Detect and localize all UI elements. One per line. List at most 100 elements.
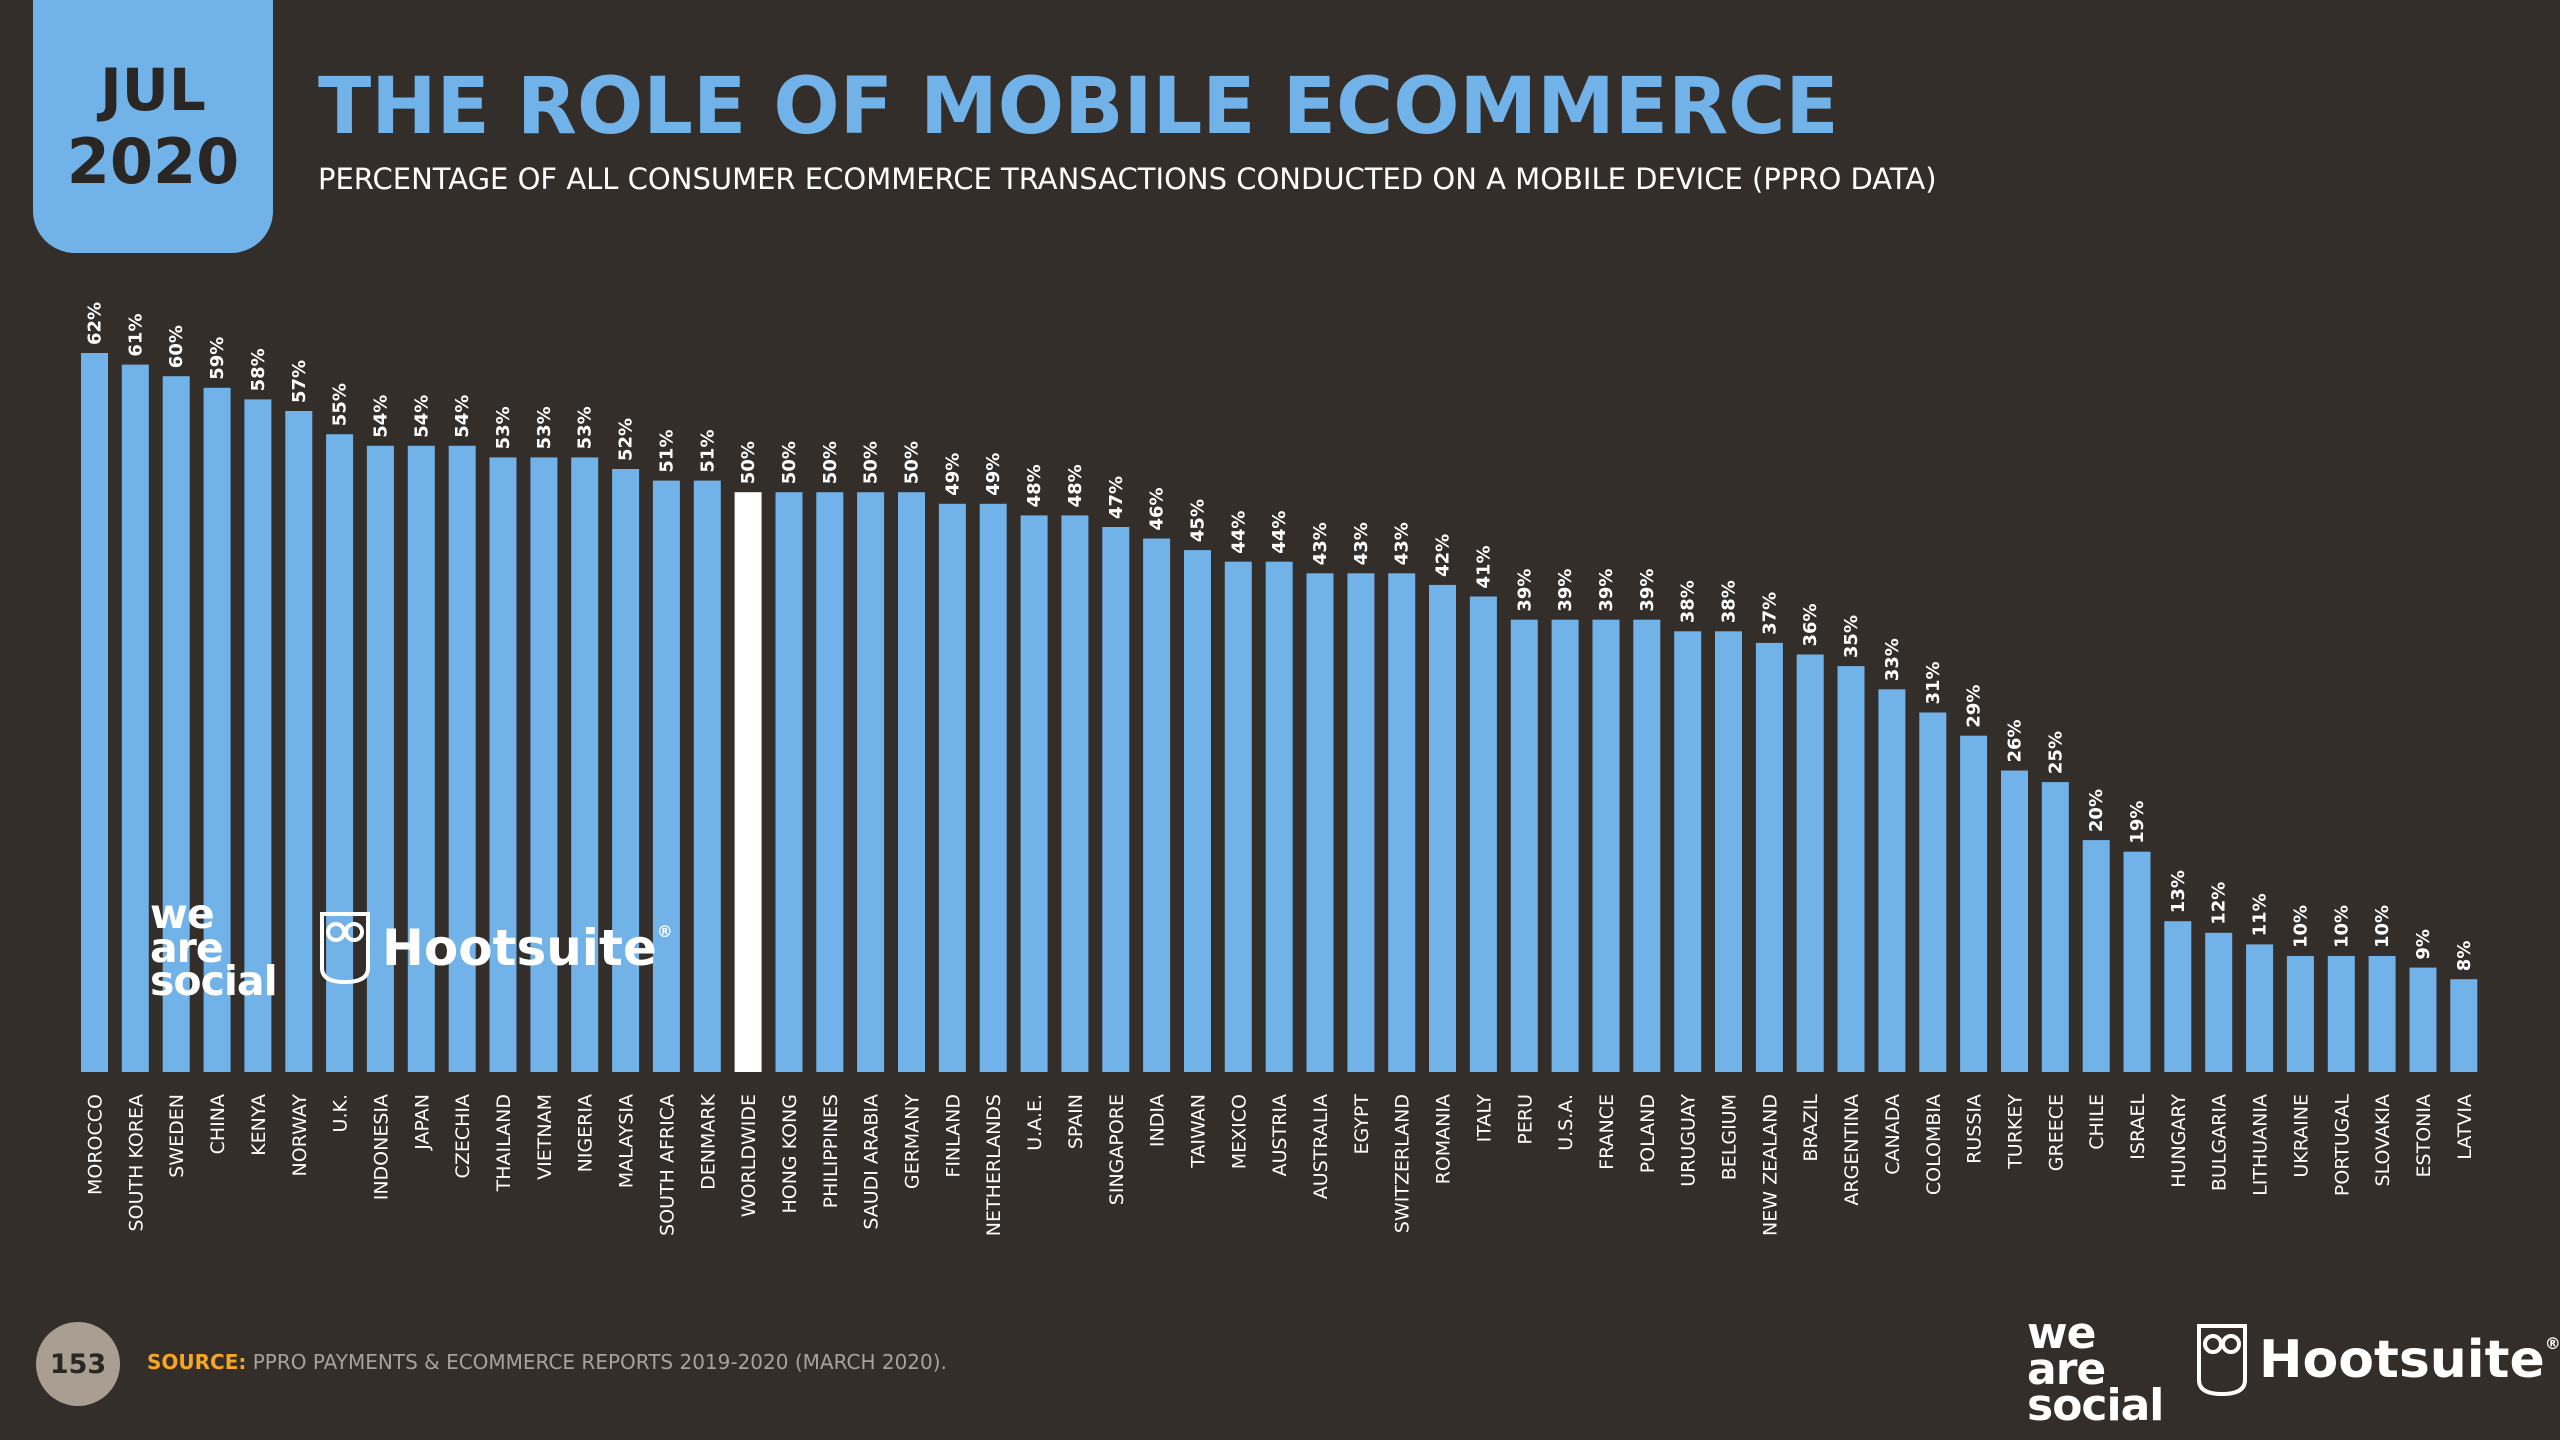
category-label: RUSSIA	[1964, 1094, 1986, 1164]
bar-peru	[1510, 619, 1538, 1072]
value-label: 42%	[1433, 534, 1454, 577]
value-label: 57%	[289, 360, 310, 403]
value-label: 29%	[1964, 685, 1985, 728]
value-label: 54%	[411, 395, 432, 438]
we-are-social-logo-watermark: we are social	[150, 890, 278, 1006]
category-label: KENYA	[248, 1094, 270, 1156]
bar-estonia	[2409, 967, 2437, 1072]
value-label: 36%	[1800, 603, 1821, 646]
date-month: JUL	[100, 55, 206, 124]
category-label: SLOVAKIA	[2372, 1094, 2394, 1186]
category-label: CZECHIA	[452, 1094, 474, 1178]
category-label: AUSTRIA	[1269, 1094, 1291, 1176]
hootsuite-logo-watermark: Hootsuite ®	[318, 910, 673, 986]
value-label: 54%	[370, 395, 391, 438]
bar-latvia	[2450, 979, 2478, 1072]
category-label: JAPAN	[411, 1094, 433, 1151]
bar-sweden	[162, 376, 190, 1072]
value-label: 33%	[1882, 638, 1903, 681]
bar-south-africa	[652, 480, 680, 1073]
category-label: UKRAINE	[2290, 1094, 2312, 1178]
bar-hong-kong	[775, 492, 803, 1072]
bar-morocco	[81, 353, 108, 1072]
value-label: 50%	[902, 441, 923, 484]
category-label: ITALY	[1473, 1094, 1495, 1143]
bar-bulgaria	[2205, 932, 2233, 1072]
category-label: LITHUANIA	[2250, 1094, 2272, 1196]
value-label: 39%	[1555, 569, 1576, 612]
category-label: CANADA	[1882, 1094, 1904, 1175]
bar-saudi-arabia	[857, 492, 885, 1072]
value-label: 20%	[2086, 789, 2107, 832]
category-label: U.S.A.	[1555, 1094, 1577, 1151]
category-label: CHINA	[207, 1094, 229, 1154]
bar-portugal	[2327, 956, 2355, 1072]
value-label: 12%	[2209, 882, 2230, 925]
we-are-social-logo: we are social	[2027, 1308, 2164, 1432]
bar-netherlands	[979, 503, 1007, 1072]
bar-chile	[2082, 840, 2110, 1072]
category-label: CHILE	[2086, 1094, 2108, 1150]
category-label: GREECE	[2045, 1094, 2067, 1171]
value-label: 53%	[534, 406, 555, 449]
value-label: 43%	[1351, 522, 1372, 565]
value-label: 26%	[2005, 719, 2026, 762]
bar-norway	[285, 411, 313, 1072]
bar-india	[1143, 538, 1171, 1072]
category-label: U.A.E.	[1024, 1094, 1046, 1151]
bar-vietnam	[530, 457, 558, 1072]
value-label: 10%	[2331, 905, 2352, 948]
bar-hungary	[2164, 921, 2192, 1072]
bar-austria	[1265, 561, 1293, 1072]
source-text: PPRO PAYMENTS & ECOMMERCE REPORTS 2019-2…	[246, 1350, 947, 1374]
bar-mexico	[1224, 561, 1252, 1072]
value-label: 53%	[493, 406, 514, 449]
value-label: 46%	[1147, 487, 1168, 530]
value-label: 52%	[616, 418, 637, 461]
category-label: MOROCCO	[85, 1094, 107, 1195]
page-title: THE ROLE OF MOBILE ECOMMERCE	[318, 62, 1839, 152]
category-label: NORWAY	[289, 1094, 311, 1177]
value-label: 51%	[697, 430, 718, 473]
bar-slovakia	[2368, 956, 2396, 1072]
hootsuite-wordmark: Hootsuite	[382, 919, 657, 977]
bar-greece	[2041, 782, 2069, 1072]
value-label: 60%	[166, 325, 187, 368]
category-label: SOUTH KOREA	[125, 1094, 147, 1231]
value-label: 35%	[1841, 615, 1862, 658]
category-label: PHILIPPINES	[820, 1094, 842, 1208]
value-label: 50%	[861, 441, 882, 484]
hootsuite-logo: Hootsuite ®	[2195, 1322, 2560, 1398]
value-label: 48%	[1024, 464, 1045, 507]
value-label: 49%	[983, 453, 1004, 496]
category-label: EGYPT	[1351, 1094, 1373, 1155]
bar-romania	[1429, 584, 1456, 1072]
value-label: 50%	[820, 441, 841, 484]
value-label: 55%	[330, 383, 351, 426]
category-label: FINLAND	[942, 1094, 964, 1178]
bar-germany	[898, 492, 925, 1072]
owl-icon	[2197, 1324, 2247, 1397]
value-label: 51%	[656, 430, 677, 473]
value-label: 10%	[2290, 905, 2311, 948]
category-label: THAILAND	[493, 1094, 515, 1192]
value-label: 39%	[1514, 569, 1535, 612]
bar-turkey	[2001, 770, 2028, 1072]
category-label: TAIWAN	[1188, 1094, 1210, 1169]
bar-spain	[1061, 515, 1089, 1072]
category-label: NIGERIA	[575, 1094, 597, 1172]
bar-philippines	[816, 492, 844, 1072]
bar-uruguay	[1674, 631, 1702, 1072]
value-label: 59%	[207, 337, 228, 380]
value-label: 31%	[1923, 661, 1944, 704]
value-label: 10%	[2372, 905, 2393, 948]
hootsuite-wordmark: Hootsuite	[2259, 1330, 2545, 1390]
category-label: BELGIUM	[1719, 1094, 1741, 1180]
category-label: SPAIN	[1065, 1094, 1087, 1149]
value-label: 9%	[2413, 929, 2434, 960]
category-label: MEXICO	[1228, 1094, 1250, 1169]
value-label: 38%	[1719, 580, 1740, 623]
bar-kenya	[244, 399, 272, 1072]
value-label: 41%	[1473, 545, 1494, 588]
owl-icon	[320, 912, 370, 985]
